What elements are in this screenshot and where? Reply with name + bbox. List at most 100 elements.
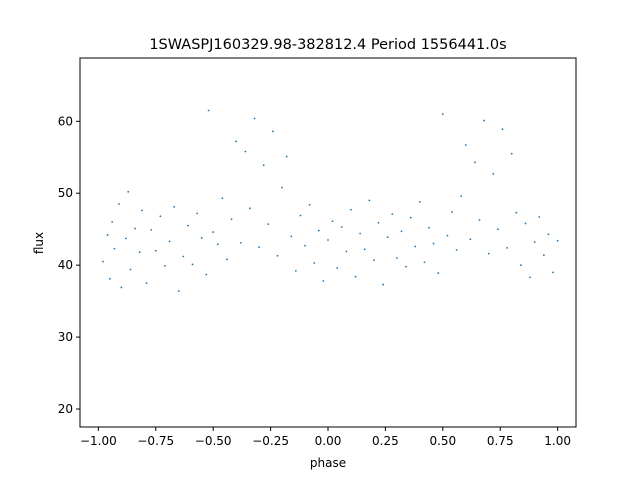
data-point	[120, 286, 123, 289]
data-point	[441, 113, 444, 116]
data-point	[108, 277, 111, 280]
data-points	[102, 109, 559, 292]
y-tick-label: 60	[58, 114, 73, 128]
data-point	[138, 251, 141, 254]
data-point	[235, 140, 238, 143]
data-point	[423, 261, 426, 264]
data-point	[418, 200, 421, 203]
data-point	[529, 276, 531, 279]
data-point	[487, 252, 490, 255]
data-point	[510, 152, 513, 155]
data-point	[239, 241, 242, 244]
data-point	[127, 190, 130, 193]
data-point	[400, 230, 403, 233]
data-point	[111, 221, 114, 223]
data-point	[469, 238, 472, 241]
data-point	[519, 264, 522, 267]
data-point	[125, 237, 127, 240]
data-point	[205, 273, 208, 276]
data-point	[331, 220, 334, 223]
data-point	[304, 244, 306, 247]
x-tick-label: −0.25	[252, 434, 289, 448]
data-point	[154, 249, 157, 252]
data-point	[533, 241, 536, 244]
y-axis-label: flux	[32, 232, 46, 254]
data-point	[437, 272, 440, 274]
data-point	[368, 199, 371, 202]
data-point	[150, 229, 153, 231]
data-point	[262, 164, 265, 167]
data-point	[207, 109, 210, 112]
data-point	[446, 234, 449, 237]
data-point	[258, 246, 261, 249]
data-point	[159, 215, 162, 218]
data-point	[386, 236, 389, 239]
data-point	[249, 207, 251, 210]
data-point	[345, 250, 348, 253]
data-point	[478, 218, 481, 221]
data-point	[497, 228, 499, 231]
data-point	[474, 161, 476, 164]
data-point	[271, 130, 274, 133]
data-point	[313, 262, 316, 264]
data-point	[294, 270, 297, 272]
data-point	[290, 235, 293, 238]
data-point	[276, 254, 279, 257]
data-point	[267, 223, 270, 226]
data-point	[432, 242, 435, 245]
data-point	[106, 234, 109, 236]
x-tick-label: −0.50	[195, 434, 232, 448]
data-point	[363, 248, 366, 251]
data-point	[200, 236, 203, 239]
x-tick-label: −1.00	[80, 434, 117, 448]
y-tick-label: 40	[58, 258, 73, 272]
data-point	[405, 265, 407, 268]
data-point	[556, 239, 559, 242]
data-point	[145, 282, 148, 285]
x-axis-ticks: −1.00 −0.75 −0.50 −0.25 0.00 0.25 0.50 0.75 1.00	[80, 427, 571, 448]
x-tick-label: −0.75	[137, 434, 174, 448]
data-point	[113, 247, 116, 250]
data-point	[350, 208, 352, 211]
data-point	[515, 211, 518, 214]
data-point	[340, 226, 343, 228]
data-point	[177, 290, 180, 292]
data-point	[359, 232, 362, 235]
data-point	[253, 117, 256, 120]
data-point	[191, 263, 194, 266]
data-point	[382, 283, 385, 286]
x-tick-label: 0.75	[487, 434, 514, 448]
y-tick-label: 50	[58, 186, 73, 200]
data-point	[552, 271, 554, 274]
data-point	[129, 268, 132, 271]
data-point	[196, 212, 199, 215]
data-point	[322, 280, 325, 282]
data-point	[501, 128, 504, 131]
data-point	[230, 218, 233, 221]
data-point	[299, 214, 302, 217]
data-point	[187, 224, 189, 227]
y-tick-label: 20	[58, 402, 73, 416]
plot-frame	[79, 57, 577, 428]
y-axis-ticks: 20 30 40 50 60	[58, 114, 80, 416]
data-point	[483, 119, 486, 122]
data-point	[168, 240, 171, 243]
x-tick-label: 0.50	[429, 434, 456, 448]
data-point	[373, 259, 375, 262]
data-point	[141, 209, 143, 212]
data-point	[173, 205, 176, 208]
data-point	[285, 155, 288, 158]
data-point	[118, 203, 120, 205]
data-point	[395, 257, 398, 259]
data-point	[336, 267, 339, 269]
data-point	[391, 213, 394, 215]
data-point	[377, 221, 380, 224]
data-point	[547, 233, 550, 236]
chart-title: 1SWASPJ160329.98-382812.4 Period 1556441…	[149, 37, 506, 53]
data-point	[455, 249, 458, 251]
data-point	[317, 229, 320, 232]
data-point	[102, 260, 104, 263]
data-point	[327, 239, 329, 241]
data-point	[308, 203, 311, 206]
x-tick-label: 1.00	[544, 434, 571, 448]
